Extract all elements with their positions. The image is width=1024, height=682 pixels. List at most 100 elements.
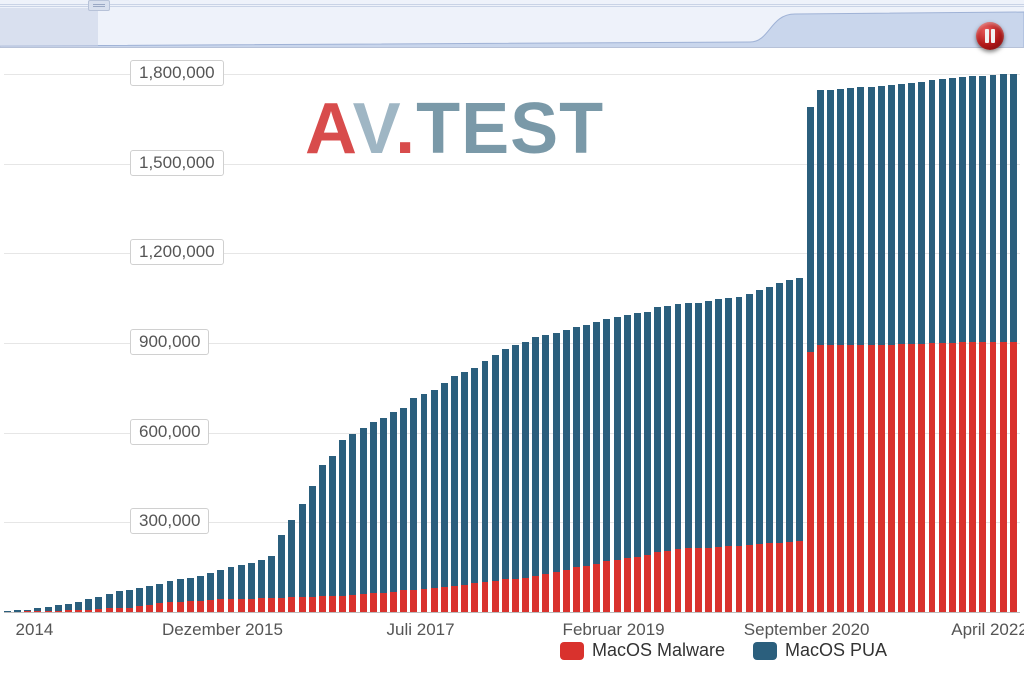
- bar[interactable]: [766, 287, 773, 612]
- bar[interactable]: [75, 602, 82, 612]
- legend-item[interactable]: MacOS Malware: [560, 640, 725, 661]
- bar[interactable]: [167, 581, 174, 612]
- bar[interactable]: [360, 428, 367, 612]
- bar[interactable]: [939, 79, 946, 612]
- bar[interactable]: [95, 597, 102, 612]
- bar[interactable]: [238, 564, 245, 612]
- bar[interactable]: [878, 86, 885, 612]
- bar[interactable]: [268, 556, 275, 612]
- bar[interactable]: [725, 298, 732, 612]
- bar[interactable]: [177, 579, 184, 612]
- bar[interactable]: [868, 87, 875, 612]
- bar[interactable]: [929, 80, 936, 612]
- bar[interactable]: [1010, 74, 1017, 612]
- bar[interactable]: [603, 319, 610, 612]
- bar[interactable]: [664, 306, 671, 612]
- bar[interactable]: [441, 383, 448, 612]
- bar[interactable]: [817, 90, 824, 612]
- bar[interactable]: [583, 325, 590, 612]
- bar[interactable]: [451, 376, 458, 612]
- bar[interactable]: [136, 588, 143, 612]
- bar[interactable]: [969, 76, 976, 612]
- bar[interactable]: [644, 312, 651, 612]
- bar[interactable]: [837, 89, 844, 612]
- bar[interactable]: [542, 335, 549, 612]
- bar[interactable]: [847, 88, 854, 612]
- bar[interactable]: [857, 87, 864, 612]
- bar[interactable]: [705, 301, 712, 612]
- bar[interactable]: [827, 90, 834, 612]
- bar[interactable]: [990, 75, 997, 612]
- bar[interactable]: [309, 486, 316, 612]
- bar[interactable]: [685, 303, 692, 612]
- bar[interactable]: [695, 303, 702, 612]
- bar[interactable]: [217, 570, 224, 612]
- bar[interactable]: [512, 345, 519, 612]
- bar[interactable]: [492, 355, 499, 612]
- bar[interactable]: [126, 590, 133, 612]
- bar[interactable]: [278, 535, 285, 612]
- bar[interactable]: [258, 560, 265, 612]
- bar[interactable]: [349, 434, 356, 612]
- bar[interactable]: [908, 83, 915, 612]
- bar[interactable]: [339, 440, 346, 612]
- bar[interactable]: [400, 408, 407, 612]
- bar[interactable]: [146, 586, 153, 612]
- bar[interactable]: [563, 330, 570, 612]
- bar[interactable]: [380, 418, 387, 612]
- bar[interactable]: [746, 294, 753, 612]
- bar[interactable]: [553, 333, 560, 612]
- bar[interactable]: [288, 520, 295, 612]
- bar[interactable]: [593, 321, 600, 612]
- bar[interactable]: [85, 599, 92, 612]
- bar[interactable]: [624, 315, 631, 612]
- bar[interactable]: [807, 107, 814, 612]
- bar[interactable]: [736, 297, 743, 612]
- bar[interactable]: [197, 576, 204, 612]
- bar[interactable]: [106, 594, 113, 612]
- bar[interactable]: [532, 337, 539, 612]
- range-navigator[interactable]: [0, 0, 1024, 48]
- pause-button[interactable]: [976, 22, 1004, 50]
- bar[interactable]: [756, 290, 763, 612]
- bar[interactable]: [918, 82, 925, 612]
- bar[interactable]: [116, 591, 123, 612]
- bar[interactable]: [898, 84, 905, 612]
- bar[interactable]: [421, 394, 428, 612]
- bar[interactable]: [522, 342, 529, 612]
- bar[interactable]: [502, 349, 509, 612]
- bar[interactable]: [248, 563, 255, 612]
- bar[interactable]: [573, 327, 580, 612]
- bar[interactable]: [715, 299, 722, 612]
- bar[interactable]: [55, 605, 62, 612]
- bar[interactable]: [959, 77, 966, 612]
- bar[interactable]: [654, 307, 661, 612]
- bar[interactable]: [675, 304, 682, 612]
- bar[interactable]: [614, 317, 621, 612]
- bar[interactable]: [949, 78, 956, 612]
- bar[interactable]: [471, 368, 478, 612]
- bar[interactable]: [1000, 74, 1007, 612]
- bar[interactable]: [390, 412, 397, 612]
- bar[interactable]: [431, 390, 438, 612]
- bar[interactable]: [634, 313, 641, 612]
- bar[interactable]: [207, 573, 214, 612]
- bar[interactable]: [228, 567, 235, 612]
- navigator-handle-left[interactable]: [88, 0, 110, 11]
- bar[interactable]: [979, 76, 986, 612]
- bar[interactable]: [319, 465, 326, 612]
- bar[interactable]: [410, 398, 417, 612]
- bar[interactable]: [329, 456, 336, 612]
- bar[interactable]: [156, 584, 163, 612]
- bar[interactable]: [187, 578, 194, 612]
- bar[interactable]: [65, 604, 72, 612]
- bar[interactable]: [786, 280, 793, 612]
- bar[interactable]: [370, 422, 377, 612]
- bar[interactable]: [796, 278, 803, 612]
- bar[interactable]: [461, 372, 468, 612]
- bar[interactable]: [888, 85, 895, 612]
- bar[interactable]: [299, 504, 306, 612]
- bar[interactable]: [776, 283, 783, 612]
- bar[interactable]: [482, 361, 489, 612]
- legend-item[interactable]: MacOS PUA: [753, 640, 887, 661]
